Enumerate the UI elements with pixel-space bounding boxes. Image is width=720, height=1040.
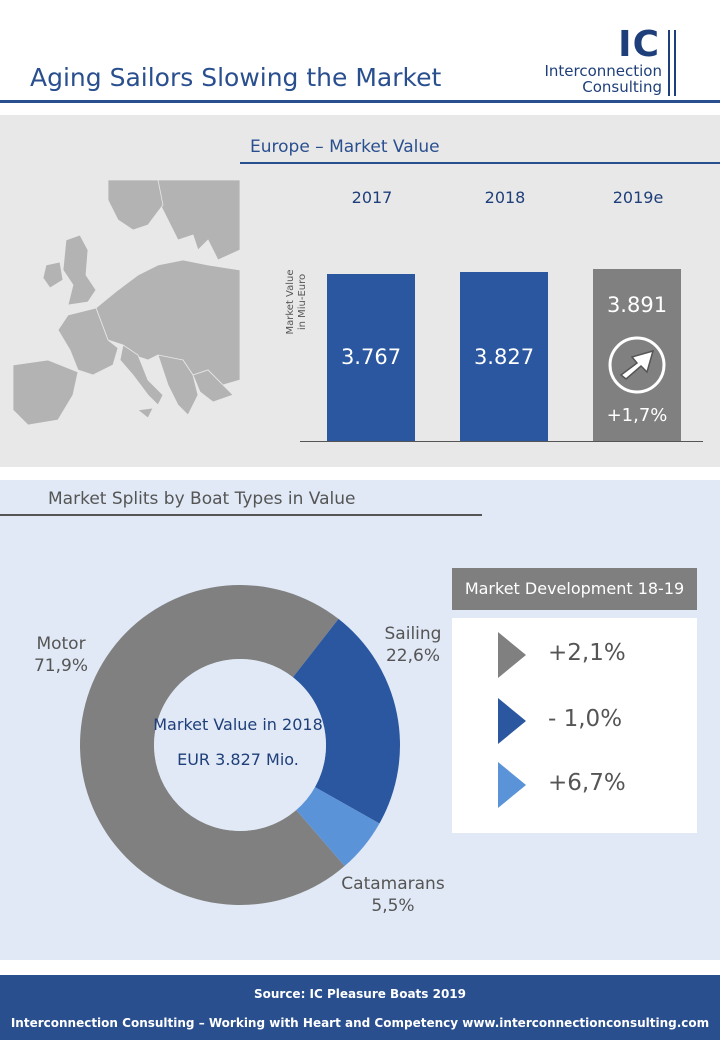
footer-band [0,975,720,1040]
y-axis-label-line2: in Miu-Euro [297,273,308,331]
motor-share: 71,9% [33,656,88,676]
bar-2018 [460,271,548,441]
catamarans-share: 5,5% [371,896,415,916]
x-axis-line [300,441,703,442]
logo-bar [668,30,670,96]
bar-value-label: 3.767 [340,345,402,369]
catamarans-label: Catamarans 5,5% [338,873,448,917]
md-value-sailing: - 1,0% [548,706,623,732]
donut-slice-motor [80,585,345,905]
market-splits-title-divider [0,514,482,516]
year-label-2017: 2017 [351,188,393,207]
triangle-right-icon [498,632,526,678]
donut-slice-catamarans [296,787,380,867]
triangle-right-icon [498,762,526,808]
market-development-title: Market Development 18-19 [452,568,697,610]
md-row-catamarans: +6,7% [452,762,697,812]
md-value-motor: +2,1% [548,640,626,666]
y-axis-label: Market Value in Miu-Euro [285,267,309,337]
europe-title: Europe – Market Value [250,137,440,157]
arrow-up-right-circle-icon [608,336,666,394]
donut-slice-sailing [292,618,400,824]
bar-value-label: 3.891 [606,293,668,317]
year-label-2018: 2018 [484,188,526,207]
logo-bar [674,30,676,96]
y-axis-label-line1: Market Value [285,269,296,335]
logo-line1: Interconnection [544,62,662,80]
motor-name: Motor [36,634,86,654]
donut-center-value: EUR 3.827 Mio. [177,750,299,769]
market-development-box: +2,1% - 1,0% +6,7% [452,618,697,833]
logo-line2: Consulting [582,78,662,96]
md-value-catamarans: +6,7% [548,770,626,796]
footer-source: Source: IC Pleasure Boats 2019 [253,987,467,1001]
header-divider [0,100,720,103]
triangle-right-icon [498,698,526,744]
donut-center-title: Market Value in 2018 [153,715,323,734]
europe-map-icon [12,180,240,426]
footer-tagline: Interconnection Consulting – Working wit… [10,1016,710,1030]
bar-2017 [327,274,415,441]
page-title: Aging Sailors Slowing the Market [30,63,442,92]
md-row-motor: +2,1% [452,632,697,682]
catamarans-name: Catamarans [341,874,445,894]
sailing-name: Sailing [384,624,442,644]
market-splits-title: Market Splits by Boat Types in Value [48,489,356,509]
bar-value-label: 3.827 [473,345,535,369]
company-logo: IC Interconnection Consulting [544,24,700,98]
year-label-2019e: 2019e [612,188,664,207]
motor-label: Motor 71,9% [26,633,96,677]
europe-title-divider [240,162,720,164]
sailing-share: 22,6% [385,646,440,666]
sailing-label: Sailing 22,6% [378,623,448,667]
md-row-sailing: - 1,0% [452,698,697,748]
donut-hole [154,659,326,831]
logo-mark: IC [618,24,660,65]
donut-chart [80,585,400,905]
growth-label: +1,7% [606,405,668,426]
